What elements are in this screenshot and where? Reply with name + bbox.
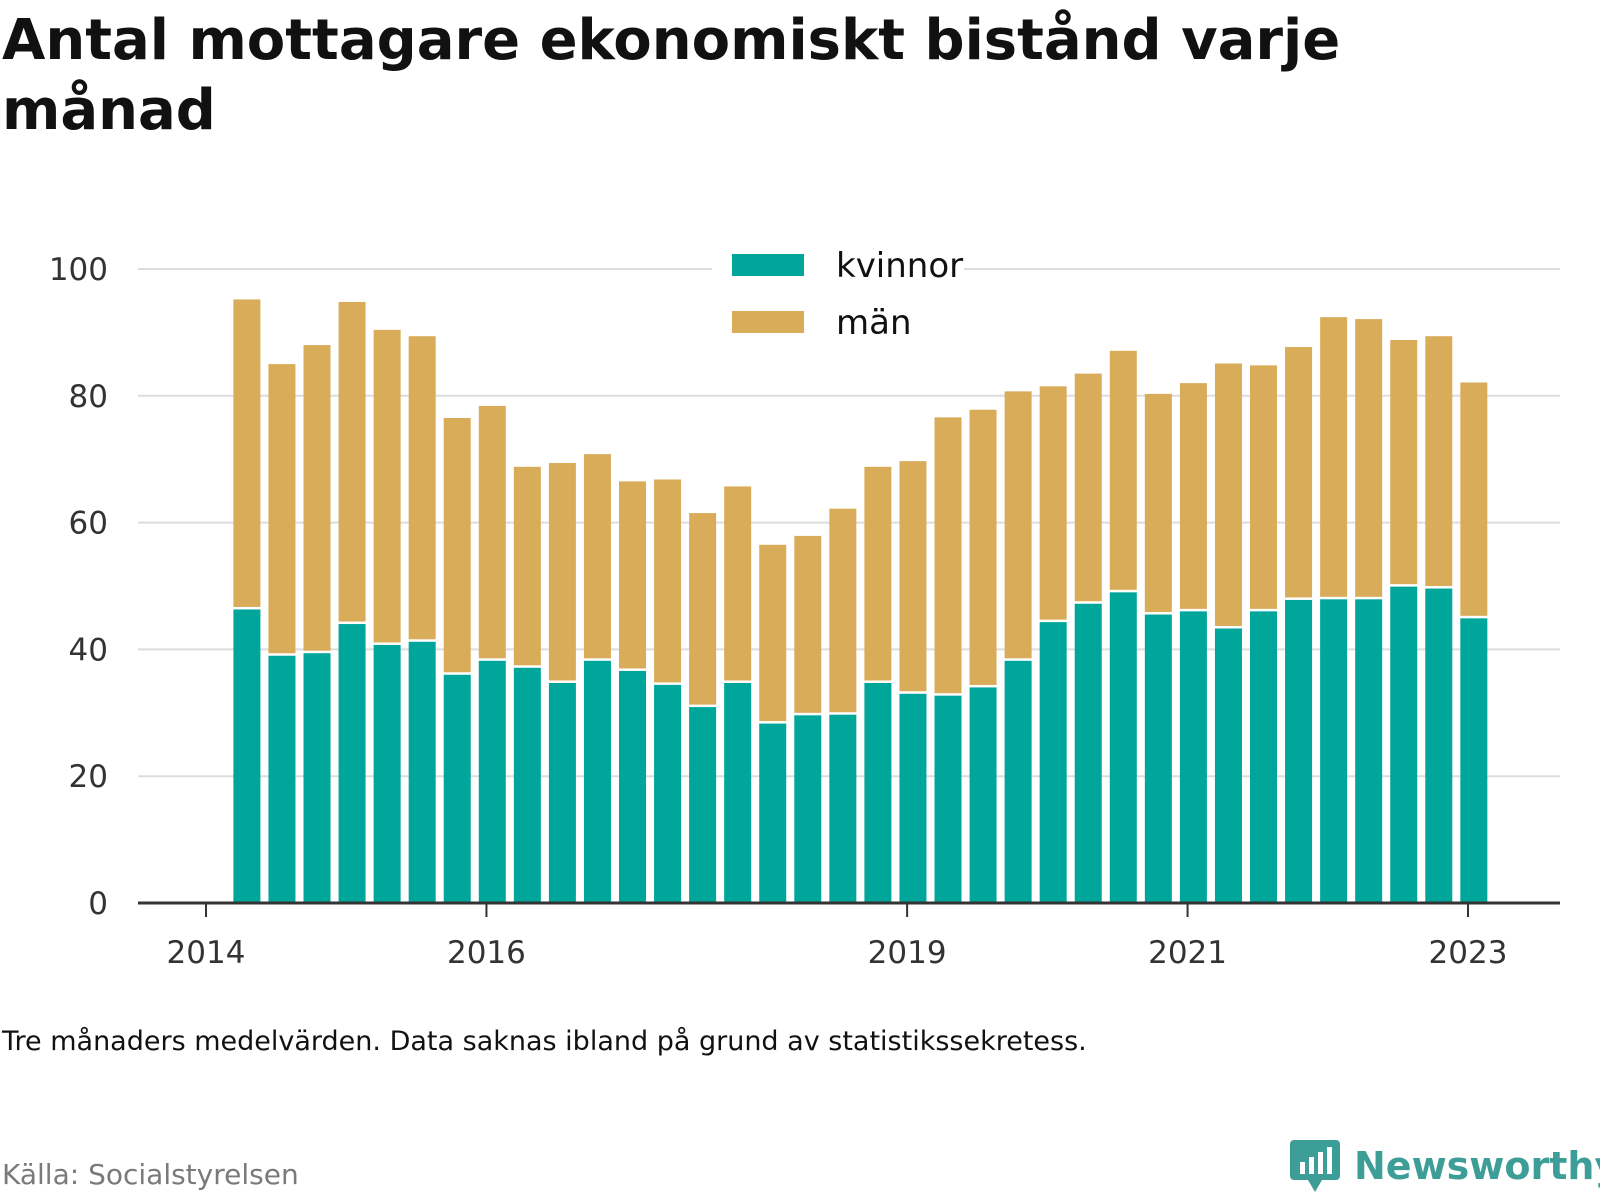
bar-kvinnor	[1320, 599, 1348, 903]
bar-man	[1285, 346, 1313, 598]
bar-man	[934, 417, 962, 694]
x-tick-label: 2019	[868, 935, 947, 971]
brand-name: Newsworthy	[1354, 1144, 1600, 1188]
bar-kvinnor	[1144, 614, 1172, 903]
bar-man	[1004, 391, 1032, 659]
bar-kvinnor	[1250, 611, 1278, 903]
bar-man	[1144, 393, 1172, 613]
legend-swatch-man	[732, 311, 804, 333]
x-tick-label: 2014	[167, 935, 246, 971]
bar-man	[1250, 365, 1278, 609]
bar-man	[548, 463, 576, 681]
bar-kvinnor	[548, 683, 576, 903]
bar-man	[1460, 382, 1488, 616]
chart-title: Antal mottagare ekonomiskt bistånd varje…	[2, 8, 1341, 143]
bar-kvinnor	[864, 683, 892, 903]
y-tick-label: 20	[69, 759, 108, 795]
bar-kvinnor	[619, 670, 647, 903]
bar-kvinnor	[338, 624, 366, 903]
x-tick-label: 2021	[1148, 935, 1227, 971]
bar-kvinnor	[1039, 622, 1067, 903]
bar-man	[303, 345, 331, 651]
bar-kvinnor	[1285, 599, 1313, 903]
y-tick-label: 0	[88, 886, 108, 922]
bar-kvinnor	[443, 674, 471, 903]
source-text: Källa: Socialstyrelsen	[2, 1158, 299, 1191]
bar-man	[338, 301, 366, 622]
bar-kvinnor	[1179, 611, 1207, 903]
bar-kvinnor	[513, 667, 541, 903]
x-tick-label: 2016	[447, 935, 526, 971]
legend: kvinnor män	[712, 242, 964, 350]
bar-kvinnor	[899, 693, 927, 903]
bar-man	[443, 417, 471, 673]
bar-kvinnor	[1390, 586, 1418, 903]
bar-man	[408, 336, 436, 640]
bar-kvinnor	[1004, 660, 1032, 903]
bar-kvinnor	[1355, 599, 1383, 903]
bar-man	[829, 508, 857, 713]
bar-kvinnor	[1074, 603, 1102, 903]
brand-logo: Newsworthy	[1290, 1140, 1600, 1192]
bar-man	[1355, 319, 1383, 597]
y-tick-label: 40	[69, 632, 108, 668]
bar-man	[1109, 350, 1137, 590]
bar-man	[478, 405, 506, 659]
bar-man	[513, 466, 541, 666]
bar-kvinnor	[724, 683, 752, 903]
y-tick-label: 80	[69, 379, 108, 415]
bar-man	[583, 454, 611, 659]
bar-kvinnor	[408, 641, 436, 903]
bar-kvinnor	[654, 684, 682, 903]
x-axis: 2014 2016 2019 2021 2023	[138, 901, 1560, 971]
bar-man	[268, 364, 296, 654]
bar-kvinnor	[1425, 588, 1453, 903]
legend-label-man: män	[836, 303, 912, 343]
bar-man	[759, 544, 787, 722]
legend-swatch-kvinnor	[732, 254, 804, 276]
bar-kvinnor	[478, 660, 506, 903]
bar-man	[899, 461, 927, 692]
bar-man	[619, 481, 647, 669]
bar-kvinnor	[934, 695, 962, 903]
bar-kvinnor	[233, 609, 261, 903]
bar-man	[1039, 386, 1067, 620]
bar-man	[1390, 340, 1418, 585]
chart-plot: 0 20 40 60 80 100 kvinnor män 2014 2016 2019 202…	[48, 242, 1560, 971]
bar-kvinnor	[759, 723, 787, 903]
bar-man	[969, 409, 997, 685]
bar-kvinnor	[794, 715, 822, 903]
bar-man	[1425, 336, 1453, 587]
bar-man	[373, 329, 401, 643]
legend-label-kvinnor: kvinnor	[836, 246, 963, 286]
bar-man	[1074, 373, 1102, 602]
bar-man	[689, 513, 717, 705]
bar-man	[864, 466, 892, 681]
newsworthy-logo-icon	[1290, 1140, 1340, 1192]
bar-man	[724, 486, 752, 681]
bar-kvinnor	[303, 653, 331, 903]
bar-kvinnor	[583, 660, 611, 903]
bars	[233, 299, 1488, 903]
bar-kvinnor	[829, 714, 857, 903]
bar-man	[1214, 363, 1242, 626]
bar-man	[654, 479, 682, 683]
chart-note: Tre månaders medelvärden. Data saknas ib…	[2, 1026, 1087, 1057]
bar-kvinnor	[1109, 592, 1137, 903]
bar-kvinnor	[1460, 618, 1488, 903]
bar-kvinnor	[969, 687, 997, 903]
x-tick-label: 2023	[1429, 935, 1508, 971]
bar-kvinnor	[373, 644, 401, 903]
bar-man	[794, 535, 822, 713]
y-axis-ticks: 0 20 40 60 80 100	[49, 252, 108, 922]
bar-man	[1179, 383, 1207, 609]
bar-man	[233, 299, 261, 607]
bar-kvinnor	[268, 655, 296, 903]
bar-kvinnor	[1214, 628, 1242, 903]
bar-man	[1320, 317, 1348, 597]
bar-kvinnor	[689, 707, 717, 903]
y-tick-label: 100	[49, 252, 108, 288]
y-tick-label: 60	[69, 506, 108, 542]
